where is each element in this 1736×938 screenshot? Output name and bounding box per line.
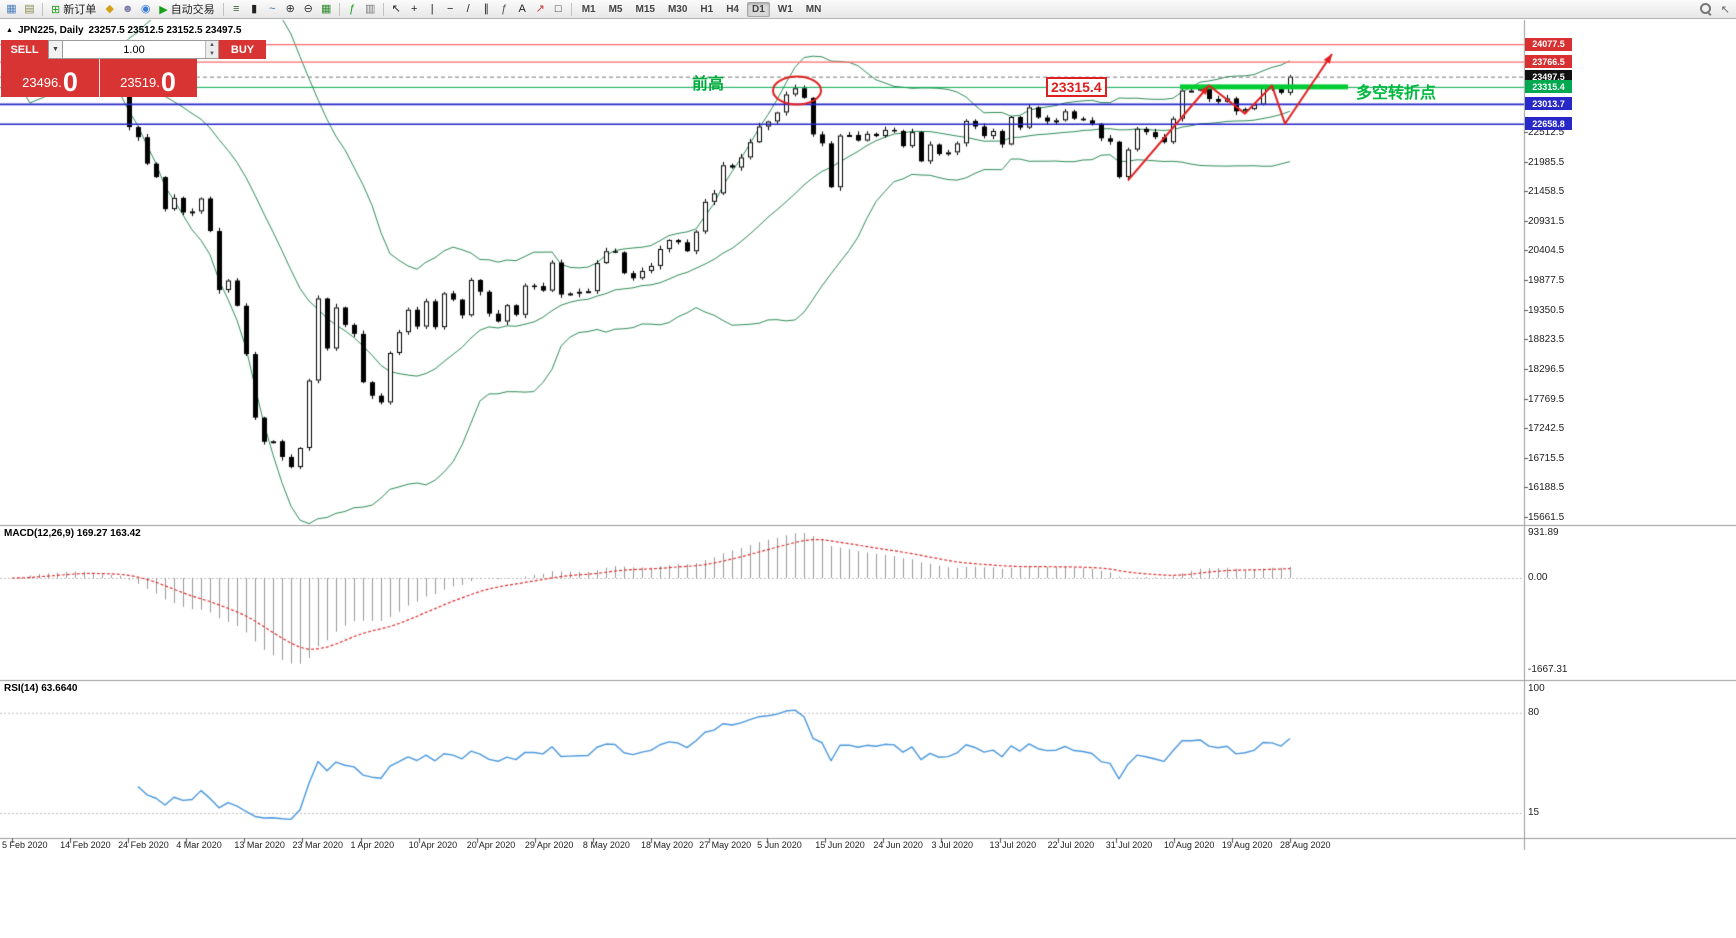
- chart-shift-icon: ◆: [105, 2, 114, 15]
- account-icon[interactable]: ☻: [119, 2, 136, 17]
- timeframe-button-m15[interactable]: M15: [635, 3, 655, 15]
- tile-windows-icon[interactable]: ▦: [318, 2, 335, 17]
- timeframe-button-h1[interactable]: H1: [700, 3, 714, 15]
- cursor-icon: ↖: [391, 2, 401, 15]
- account-icon: ☻: [121, 2, 134, 15]
- price-level-annotation[interactable]: 23315.4: [1046, 77, 1107, 97]
- sell-price[interactable]: 23496. 0: [1, 59, 99, 97]
- macd-indicator-header: MACD(12,26,9) 169.27 163.42: [4, 528, 141, 539]
- market-watch-icon[interactable]: ◉: [137, 2, 154, 17]
- new-order-button: ⊞: [51, 3, 61, 16]
- horizontal-line-icon[interactable]: −: [442, 2, 459, 17]
- volume-spin-up-icon[interactable]: ▲: [206, 41, 218, 50]
- main-toolbar: ▦ ▤ ⊞ 新订单 ◆ ☻ ◉ ▶ 自动交易 ≡ ▮ ~ ⊕ ⊖ ▦ ƒ ▥ ↖ + | − / ∥ ƒ A ↗ □ M1 M5 M15 M…: [0, 0, 1736, 19]
- autotrading-button-label: 自动交易: [170, 4, 215, 16]
- bar-chart-icon[interactable]: ≡: [228, 2, 245, 17]
- order-type-dropdown[interactable]: ▼: [48, 40, 63, 59]
- line-chart-icon[interactable]: ~: [264, 2, 281, 17]
- chart-window-icon[interactable]: ▦: [3, 2, 20, 17]
- chart-window-icon: ▦: [6, 2, 17, 15]
- chart-ohlc-header: ▲ JPN225, Daily 23257.5 23512.5 23152.5 …: [6, 25, 241, 36]
- toolbar-separator: [382, 2, 384, 16]
- bar-chart-icon: ≡: [232, 2, 240, 15]
- text-label-icon[interactable]: A: [514, 2, 531, 17]
- indicators-icon: ƒ: [349, 2, 356, 15]
- market-watch-icon: ◉: [140, 2, 151, 15]
- chart-symbol-period: JPN225, Daily: [17, 25, 84, 36]
- profiles-icon[interactable]: ▤: [21, 2, 38, 17]
- sell-price-small: 23496.: [22, 75, 62, 91]
- toolbar-separator: [222, 2, 224, 16]
- candlestick-chart-icon: ▮: [251, 2, 258, 15]
- tile-windows-icon: ▦: [320, 2, 332, 15]
- buy-button[interactable]: BUY: [219, 40, 266, 59]
- cursor-icon[interactable]: ↖: [388, 2, 405, 17]
- quick-nav-cursor-icon[interactable]: ↖: [1720, 3, 1730, 16]
- shapes-icon: □: [554, 2, 562, 15]
- buy-price-small: 23519.: [120, 75, 160, 91]
- zoom-in-icon[interactable]: ⊕: [282, 2, 299, 17]
- templates-icon[interactable]: ▥: [362, 2, 379, 17]
- trendline-icon: /: [466, 2, 470, 15]
- shapes-icon[interactable]: □: [550, 2, 567, 17]
- volume-spinner[interactable]: ▲ ▼: [205, 41, 218, 58]
- toolbar-separator: [338, 2, 340, 16]
- fibonacci-icon: ƒ: [501, 2, 508, 15]
- toolbar-right-group: ↖: [1699, 2, 1730, 16]
- arrow-object-icon: ↗: [535, 2, 545, 15]
- line-chart-icon: ~: [268, 2, 276, 15]
- volume-spin-down-icon[interactable]: ▼: [206, 49, 218, 58]
- buy-price[interactable]: 23519. 0: [99, 59, 197, 97]
- sell-button[interactable]: SELL: [1, 40, 48, 59]
- one-click-trading-panel: SELL ▼ ▲ ▼ BUY 23496.0 23519.0: [1, 40, 266, 97]
- candlestick-chart-icon[interactable]: ▮: [246, 2, 263, 17]
- turning-point-annotation[interactable]: 多空转折点: [1356, 85, 1437, 102]
- collapse-triangle-icon[interactable]: ▲: [6, 27, 13, 34]
- crosshair-icon[interactable]: +: [406, 2, 423, 17]
- buy-price-big: 0: [160, 67, 176, 98]
- channel-icon[interactable]: ∥: [478, 2, 495, 17]
- search-icon[interactable]: [1699, 2, 1713, 16]
- arrow-object-icon[interactable]: ↗: [532, 2, 549, 17]
- autotrading-button[interactable]: ▶ 自动交易: [155, 2, 218, 17]
- timeframe-button-m30[interactable]: M30: [667, 3, 688, 15]
- sell-price-big: 0: [62, 67, 78, 98]
- chart-ohlc-values: 23257.5 23512.5 23152.5 23497.5: [88, 25, 242, 36]
- vertical-line-icon[interactable]: |: [424, 2, 441, 17]
- autotrading-button: ▶: [159, 3, 168, 16]
- toolbar-separator: [42, 2, 43, 16]
- text-label-icon: A: [518, 2, 526, 15]
- new-order-button-label: 新订单: [63, 4, 97, 16]
- fibonacci-icon[interactable]: ƒ: [496, 2, 513, 17]
- timeframe-button-m5[interactable]: M5: [608, 3, 623, 15]
- vertical-line-icon: |: [430, 2, 434, 15]
- indicators-icon[interactable]: ƒ: [344, 2, 361, 17]
- timeframe-button-m1[interactable]: M1: [581, 3, 596, 15]
- timeframe-button-h4[interactable]: H4: [726, 3, 739, 15]
- timeframe-button-mn[interactable]: MN: [805, 3, 822, 15]
- zoom-out-icon[interactable]: ⊖: [300, 2, 317, 17]
- volume-input[interactable]: [63, 41, 205, 58]
- timeframe-button-d1[interactable]: D1: [747, 1, 770, 17]
- profiles-icon: ▤: [24, 2, 35, 15]
- templates-icon: ▥: [364, 2, 376, 15]
- horizontal-line-icon: −: [446, 2, 454, 15]
- trendline-icon[interactable]: /: [460, 2, 477, 17]
- prev-high-annotation[interactable]: 前高: [692, 76, 725, 93]
- timeframe-button-w1[interactable]: W1: [777, 3, 793, 15]
- rsi-indicator-header: RSI(14) 63.6640: [4, 683, 78, 694]
- new-order-button[interactable]: ⊞ 新订单: [47, 2, 100, 17]
- price-divider: [99, 59, 100, 97]
- zoom-out-icon: ⊖: [303, 2, 313, 15]
- toolbar-separator: [570, 2, 572, 16]
- crosshair-icon: +: [410, 2, 418, 15]
- chart-shift-icon[interactable]: ◆: [101, 2, 118, 17]
- channel-icon: ∥: [483, 2, 489, 15]
- zoom-in-icon: ⊕: [285, 2, 295, 15]
